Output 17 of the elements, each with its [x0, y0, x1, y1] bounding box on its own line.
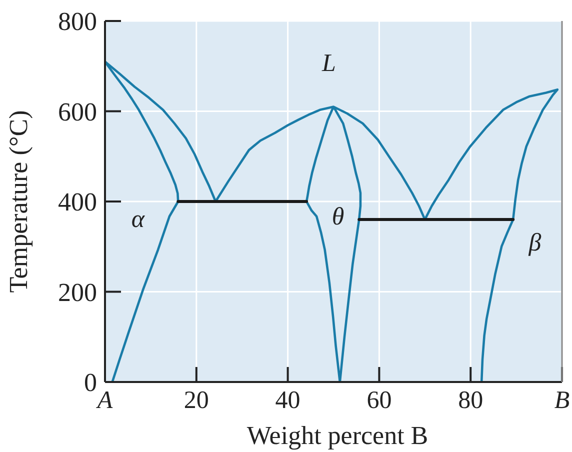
x-tick-label: A — [95, 387, 114, 414]
y-axis-title: Temperature (°C) — [4, 110, 34, 293]
x-tick-label: 60 — [366, 387, 392, 414]
y-tick-label: 400 — [58, 188, 97, 217]
x-tick-label: 20 — [184, 387, 209, 414]
x-axis-title: Weight percent B — [246, 421, 428, 450]
annotation: α — [131, 206, 146, 233]
annotation: L — [320, 50, 336, 77]
y-tick-label: 800 — [58, 7, 97, 36]
y-tick-label: 0 — [84, 368, 97, 398]
x-tick-label: 40 — [275, 387, 300, 414]
x-tick-label: B — [554, 387, 570, 414]
y-tick-label: 600 — [58, 97, 97, 126]
y-tick-label: 200 — [58, 278, 97, 307]
annotation: β — [528, 230, 542, 257]
annotation: θ — [332, 204, 344, 231]
x-tick-label: 80 — [458, 387, 484, 414]
